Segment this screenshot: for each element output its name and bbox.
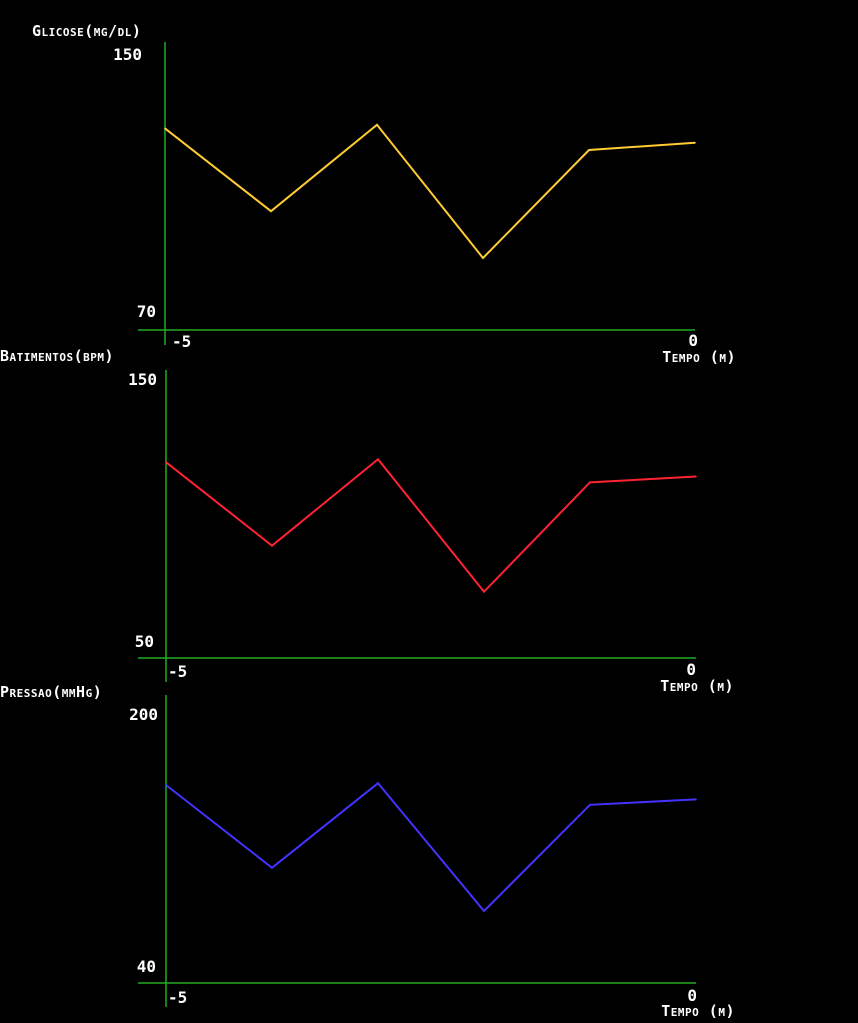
data-point <box>377 782 379 784</box>
y-tick-label-max: 150 <box>113 45 142 64</box>
x-axis-label: Tempo (m) <box>662 348 736 366</box>
data-point <box>165 784 167 786</box>
data-point <box>482 257 484 259</box>
data-point <box>376 124 378 126</box>
x-tick-label-min: -5 <box>168 988 187 1007</box>
x-tick-label-max: 0 <box>686 660 696 679</box>
data-point <box>165 461 167 463</box>
y-axis-label: Batimentos(bpm) <box>0 347 114 365</box>
series-line <box>165 781 697 913</box>
data-point <box>271 867 273 869</box>
y-tick-label-min: 70 <box>137 302 156 321</box>
x-axis-label: Tempo (m) <box>660 677 734 695</box>
data-point <box>270 210 272 212</box>
y-tick-label-min: 40 <box>137 957 156 976</box>
data-point <box>589 804 591 806</box>
x-tick-label-max: 0 <box>688 331 698 350</box>
y-axis-label: Glicose(mg/dl) <box>32 22 141 40</box>
y-tick-label-min: 50 <box>135 632 154 651</box>
x-tick-label-max: 0 <box>687 986 697 1005</box>
data-point <box>164 127 166 130</box>
x-tick-label-min: -5 <box>172 332 191 351</box>
data-point <box>588 149 590 151</box>
data-point <box>695 475 697 478</box>
data-point <box>483 910 485 912</box>
data-point <box>695 798 697 801</box>
data-point <box>589 481 591 484</box>
series-line <box>165 457 697 594</box>
y-axis-label: Pressao(mmHg) <box>0 683 102 701</box>
y-tick-label-max: 150 <box>128 370 157 389</box>
series-line <box>164 123 696 260</box>
data-point <box>694 142 696 144</box>
x-tick-label-min: -5 <box>168 662 187 681</box>
data-point <box>377 458 379 461</box>
data-point <box>271 544 273 547</box>
x-axis-label: Tempo (m) <box>661 1002 735 1020</box>
data-point <box>483 590 485 593</box>
y-tick-label-max: 200 <box>129 705 158 724</box>
